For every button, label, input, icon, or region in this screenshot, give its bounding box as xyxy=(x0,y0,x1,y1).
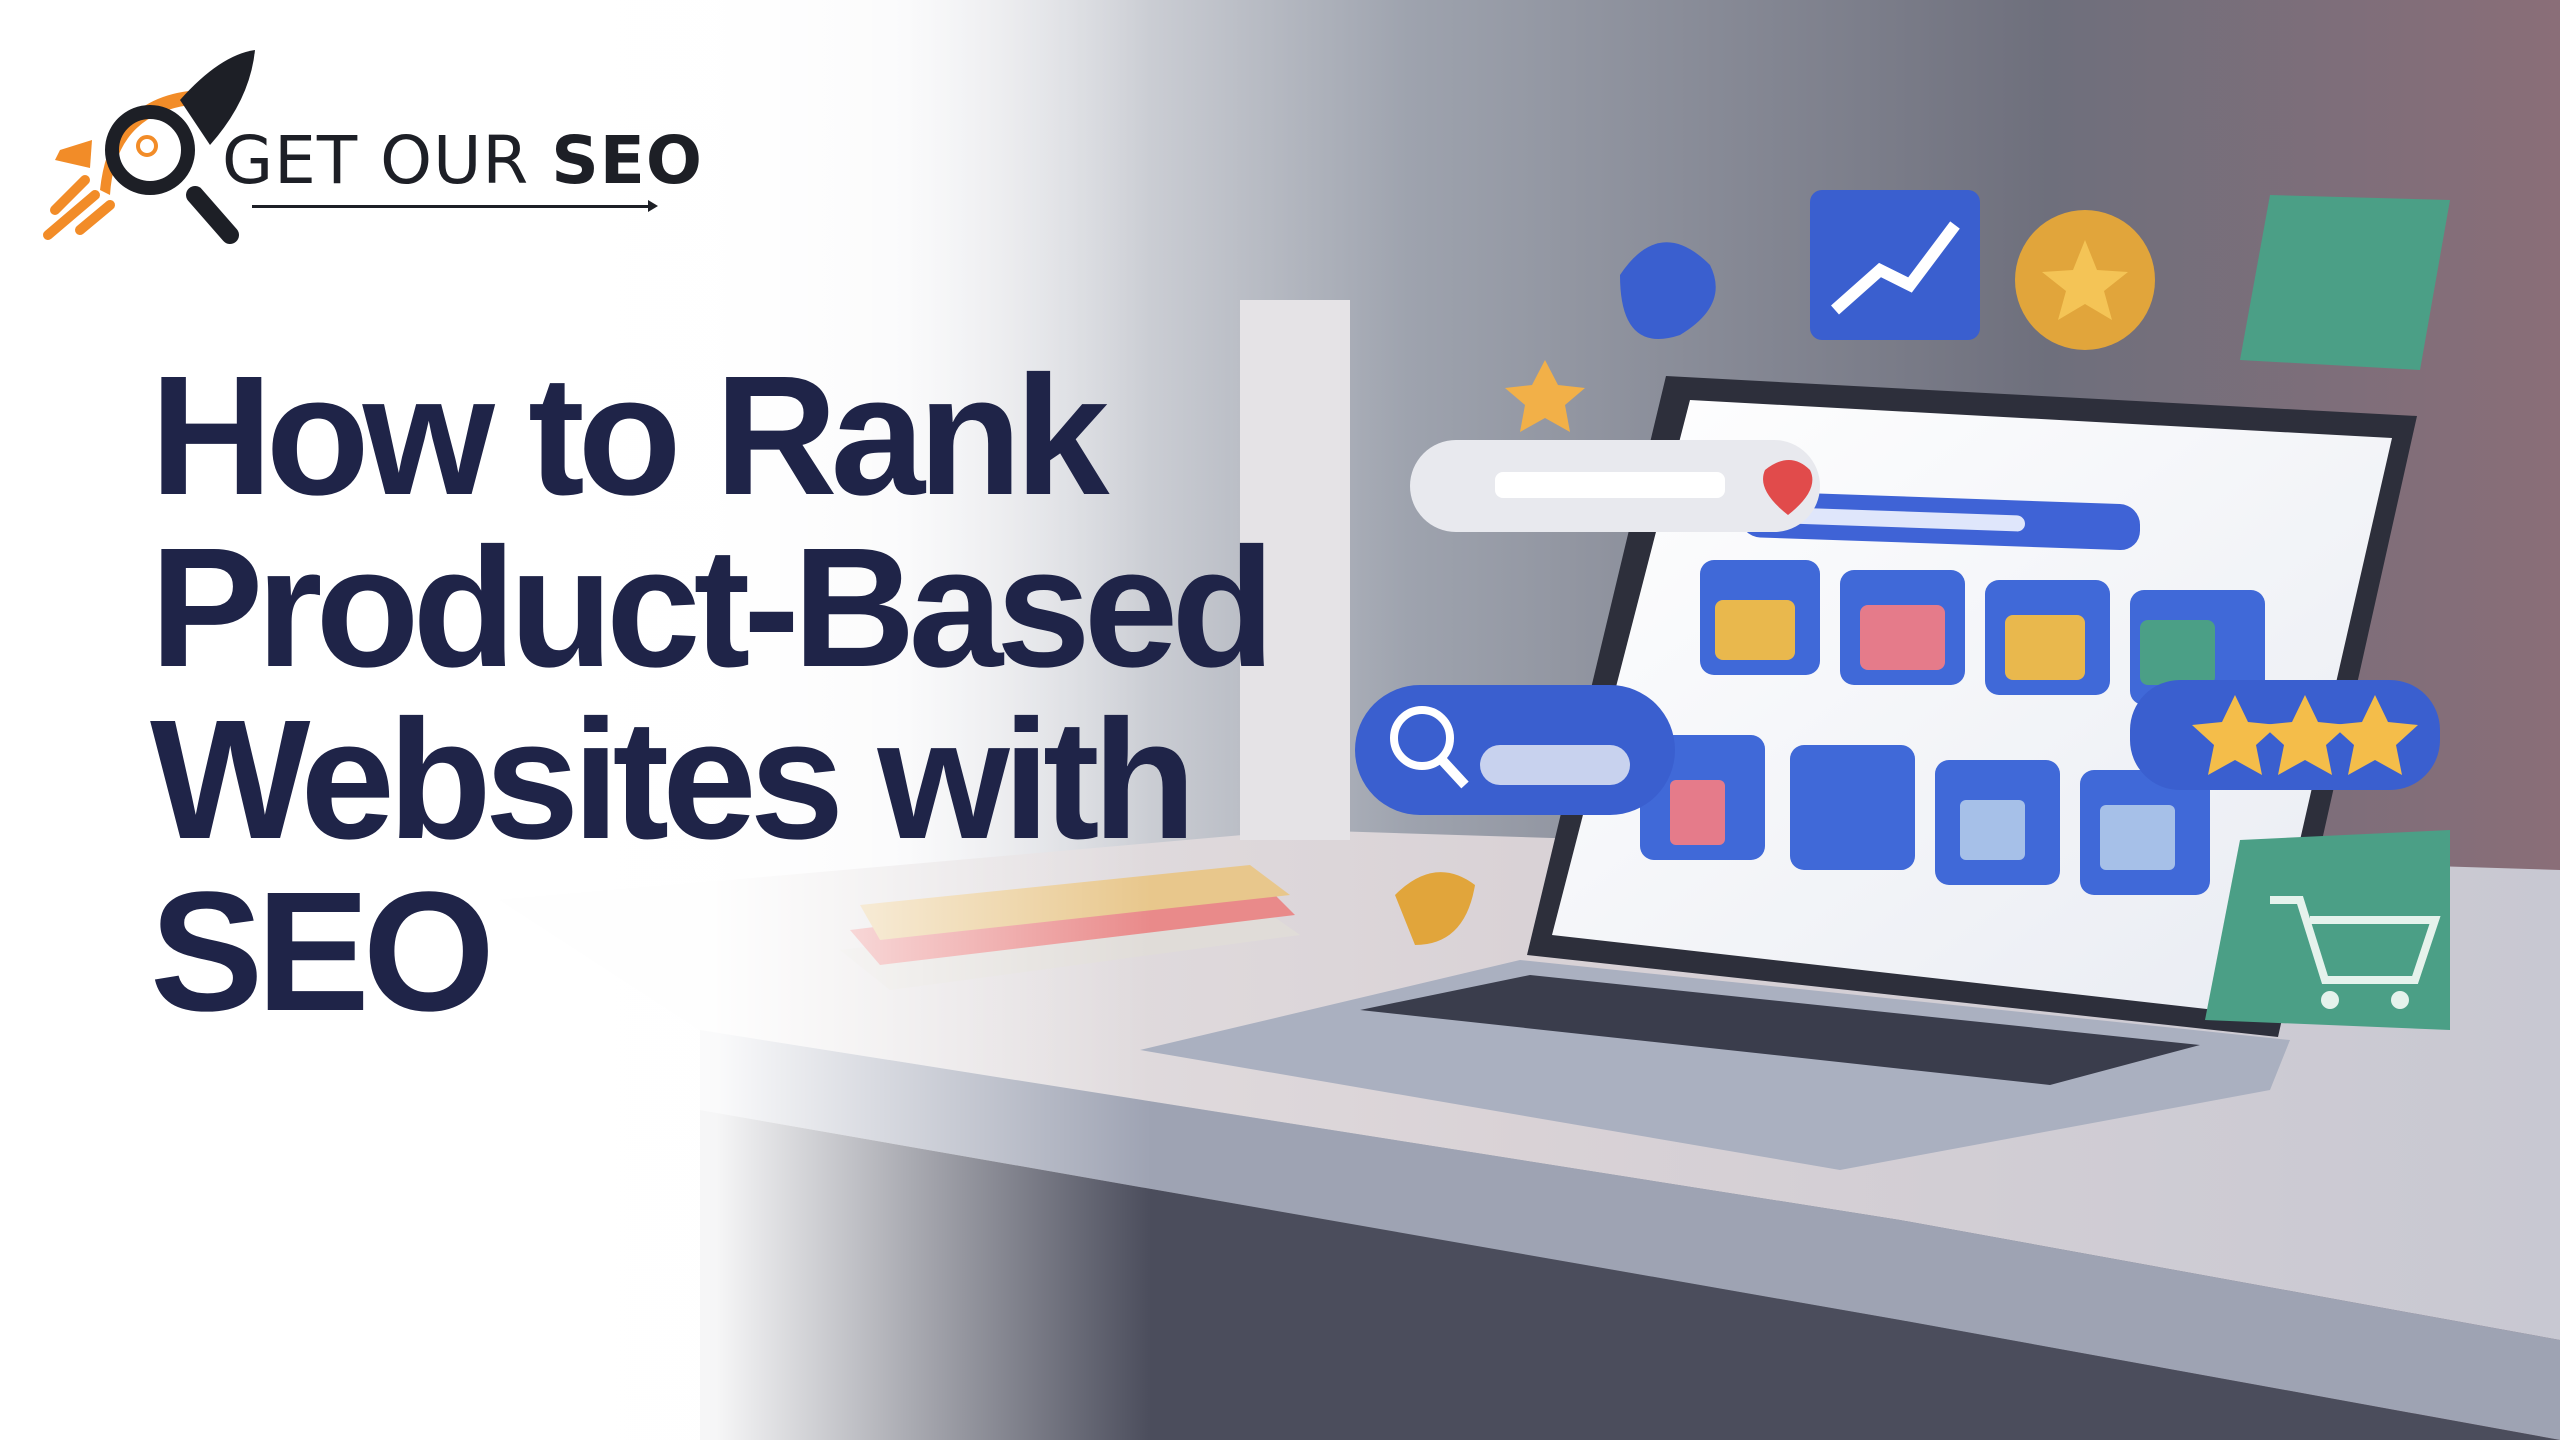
title-line-4: SEO xyxy=(150,857,495,1047)
title-line-1: How to Rank xyxy=(150,341,1109,531)
title-line-2: Product-Based xyxy=(150,513,1275,703)
logo-arrow-underline xyxy=(252,200,658,212)
logo-rocket-icon xyxy=(43,50,255,244)
brand-logo-text: GET OUR SEO xyxy=(222,122,703,199)
logo-text-light: GET OUR xyxy=(222,122,530,199)
title-line-3: Websites with xyxy=(150,685,1196,875)
logo-text-bold: SEO xyxy=(551,122,703,199)
page-title: How to Rank Product-Based Websites with … xyxy=(150,341,1275,1047)
